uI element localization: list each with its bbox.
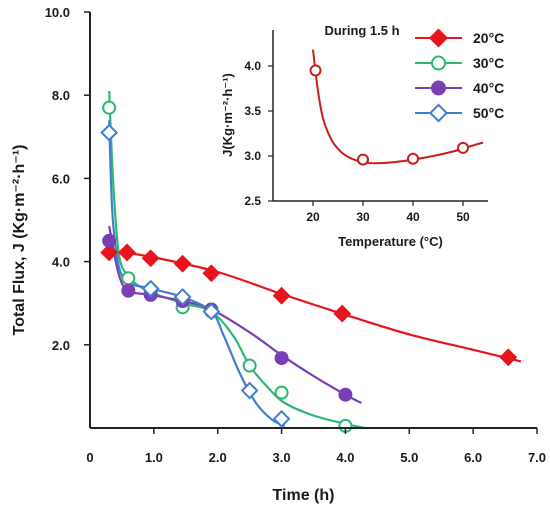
data-point-20c	[202, 264, 221, 283]
data-point-20c	[118, 243, 136, 262]
legend-label: 40°C	[473, 80, 504, 96]
data-point-50c	[141, 279, 160, 298]
inset-title: During 1.5 h	[324, 23, 399, 38]
legend-marker	[431, 80, 446, 96]
inset-y-tick-label: 3.0	[244, 149, 261, 163]
x-tick-label: 0	[86, 450, 93, 465]
data-point-50c	[173, 288, 192, 306]
y-tick-label: 2.0	[52, 338, 70, 353]
data-point-40c	[338, 387, 353, 402]
main-ticks: 1.0 2.0 3.0 4.0 5.0 6.0 7.0 0 2.0 4.0 6.0 8.0 10.0	[45, 5, 546, 465]
data-point-30c	[274, 385, 289, 400]
x-tick-label: 4.0	[336, 450, 354, 465]
inset-plot: 20 30 40 50 2.5 3.0 3.5 4.0 During 1.5 h Temper…	[220, 23, 488, 249]
data-point-20c	[141, 249, 160, 268]
data-point-20c	[272, 286, 291, 305]
main-data-points	[100, 100, 518, 433]
legend-marker	[428, 28, 449, 48]
y-tick-label: 10.0	[45, 5, 70, 20]
legend-item-20c: 20°C	[415, 28, 504, 48]
fit-line-40c	[108, 225, 362, 404]
x-tick-label: 1.0	[145, 450, 163, 465]
data-point-50c	[240, 381, 259, 400]
x-tick-label: 5.0	[400, 450, 418, 465]
inset-data-point	[457, 141, 469, 154]
fit-line-30c	[108, 90, 365, 430]
data-point-40c	[102, 233, 117, 248]
main-x-axis-title: Time (h)	[273, 487, 335, 504]
x-tick-label: 2.0	[209, 450, 227, 465]
y-tick-label: 6.0	[52, 171, 70, 186]
x-tick-label: 3.0	[273, 450, 291, 465]
data-point-40c	[274, 351, 289, 366]
main-fit-curves	[108, 90, 522, 430]
legend-item-30c: 30°C	[415, 55, 504, 71]
inset-x-tick-label: 40	[406, 210, 420, 224]
data-point-20c	[499, 348, 518, 367]
inset-x-axis-title: Temperature (°C)	[338, 234, 443, 249]
data-point-30c	[102, 100, 117, 115]
legend-item-40c: 40°C	[415, 80, 504, 96]
data-point-40c	[121, 283, 136, 298]
inset-data-points	[309, 64, 469, 166]
inset-x-tick-label: 30	[356, 210, 370, 224]
fit-line-50c	[108, 120, 286, 427]
inset-data-point	[407, 152, 419, 165]
data-point-20c	[100, 243, 119, 262]
inset-y-tick-label: 3.5	[244, 104, 261, 118]
legend: 20°C 30°C 40°C 50°C	[415, 28, 504, 123]
legend-label: 20°C	[473, 30, 504, 46]
data-point-50c	[202, 302, 221, 321]
inset-x-tick-label: 50	[456, 210, 470, 224]
data-point-50c	[272, 409, 291, 428]
fit-line-20c	[109, 248, 522, 363]
main-y-axis-title: Total Flux, J (Kg·m⁻²·h⁻¹)	[11, 145, 28, 336]
data-point-30c	[242, 358, 257, 373]
inset-fit-curve	[312, 49, 484, 165]
inset-data-point	[357, 153, 369, 166]
data-point-30c	[121, 271, 136, 286]
legend-marker	[431, 55, 446, 71]
x-tick-label: 6.0	[464, 450, 482, 465]
x-tick-label: 7.0	[528, 450, 546, 465]
legend-item-50c: 50°C	[415, 103, 504, 123]
main-plot: 1.0 2.0 3.0 4.0 5.0 6.0 7.0 0 2.0 4.0 6.0 8.0 10.0 T…	[11, 5, 546, 504]
inset-data-point	[309, 64, 322, 77]
inset-y-tick-label: 2.5	[244, 194, 261, 208]
legend-label: 30°C	[473, 55, 504, 71]
legend-marker	[428, 103, 449, 123]
y-tick-label: 8.0	[52, 88, 70, 103]
data-point-20c	[173, 254, 192, 273]
inset-y-tick-label: 4.0	[244, 59, 261, 73]
inset-y-axis-title: J(Kg·m⁻²·h⁻¹)	[220, 73, 235, 157]
data-point-20c	[333, 304, 352, 323]
inset-ticks: 20 30 40 50 2.5 3.0 3.5 4.0	[244, 59, 470, 224]
y-tick-label: 4.0	[52, 255, 70, 270]
legend-label: 50°C	[473, 105, 504, 121]
inset-x-tick-label: 20	[306, 210, 320, 224]
data-point-50c	[100, 123, 119, 142]
